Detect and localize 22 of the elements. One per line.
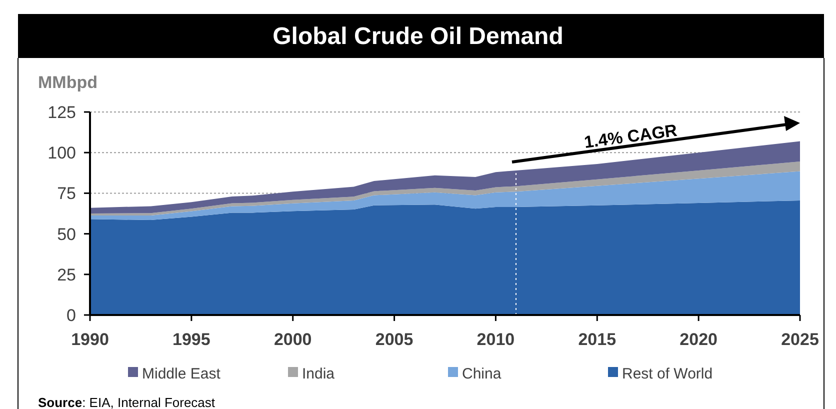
y-tick-label: 50	[57, 224, 76, 244]
legend-label: China	[462, 365, 502, 382]
y-tick-label: 0	[66, 306, 76, 325]
annotation: 1.4% CAGR	[583, 120, 678, 152]
y-tick-label: 100	[48, 144, 76, 163]
x-tick-label: 2005	[375, 330, 414, 349]
y-tick-label: 125	[48, 102, 76, 122]
source-note: Source: EIA, Internal Forecast	[38, 395, 216, 409]
legend-label: Middle East	[142, 365, 222, 382]
x-tick-label: 1995	[172, 330, 210, 349]
y-axis-title: MMbpd	[38, 73, 98, 92]
x-tick-label: 2000	[274, 330, 312, 349]
chart-title: Global Crude Oil Demand	[272, 23, 564, 50]
x-tick-label: 2025	[781, 330, 819, 349]
x-tick-label: 2010	[476, 330, 515, 349]
y-tick-label: 25	[57, 265, 76, 284]
y-tick-label: 75	[57, 184, 76, 204]
x-tick-label: 1990	[71, 330, 109, 349]
legend-label: Rest of World	[622, 365, 713, 382]
x-tick-label: 2020	[680, 330, 718, 349]
legend-label: India	[302, 365, 336, 382]
x-tick-label: 2015	[578, 330, 616, 349]
